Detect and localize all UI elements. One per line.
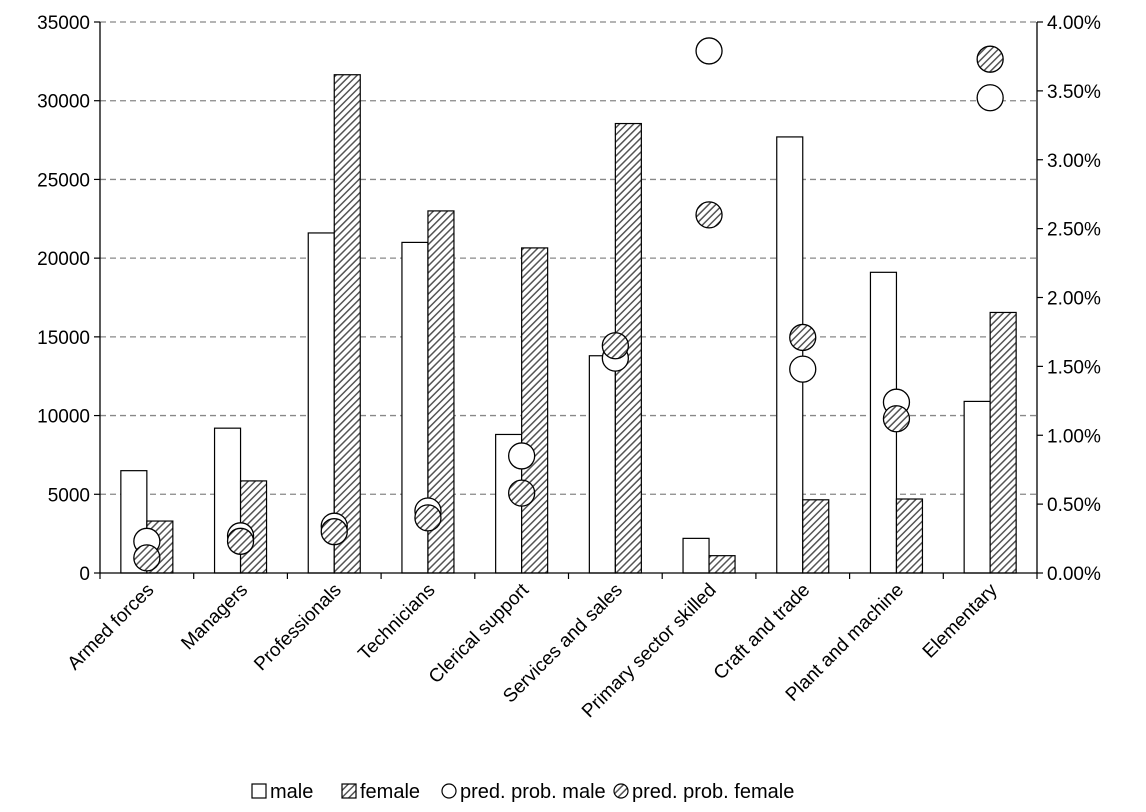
x-category-label: Armed forces <box>64 580 159 675</box>
x-category-label: Craft and trade <box>710 580 814 684</box>
legend-swatch <box>441 783 457 799</box>
bar-female <box>708 555 736 574</box>
y-left-tick-label: 15000 <box>37 328 90 349</box>
y-right-tick-label: 3.50% <box>1047 82 1101 103</box>
bar-female <box>802 499 830 574</box>
legend-swatch <box>613 783 629 799</box>
marker-pred-prob-female <box>601 332 629 360</box>
x-category-label: Clerical support <box>425 579 534 688</box>
bar-female <box>989 311 1017 574</box>
bar-male <box>682 537 710 574</box>
legend-label: male <box>270 781 313 803</box>
y-left-tick-label: 25000 <box>37 170 90 191</box>
y-right-tick-label: 2.00% <box>1047 289 1101 310</box>
legend-label: female <box>360 781 420 803</box>
axes <box>94 21 1043 579</box>
y-right-tick-label: 0.50% <box>1047 495 1101 516</box>
y-right-tick-label: 2.50% <box>1047 220 1101 241</box>
legend-swatch <box>251 783 267 799</box>
markers <box>133 37 1004 572</box>
y-left-tick-label: 30000 <box>37 92 90 113</box>
marker-pred-prob-male <box>508 442 536 470</box>
marker-pred-prob-female <box>976 45 1004 73</box>
marker-pred-prob-male <box>976 84 1004 112</box>
x-category-label: Managers <box>177 580 252 655</box>
x-category-label: Elementary <box>919 579 1002 662</box>
bar-female <box>333 74 361 574</box>
marker-pred-prob-female <box>695 201 723 229</box>
marker-pred-prob-female <box>508 479 536 507</box>
marker-pred-prob-female <box>789 323 817 352</box>
y-left-tick-label: 5000 <box>48 485 90 506</box>
marker-pred-prob-male <box>789 355 817 383</box>
y-right-tick-label: 3.00% <box>1047 151 1101 172</box>
x-category-label: Professionals <box>250 580 346 676</box>
bars <box>120 74 1017 574</box>
bar-female <box>521 247 549 574</box>
legend-swatch <box>341 783 357 799</box>
labels: 0 5000 10000 15000 20000 25000 30000 35000 0.00%… <box>37 13 1101 722</box>
y-left-tick-label: 20000 <box>37 249 90 270</box>
y-right-tick-label: 1.00% <box>1047 426 1101 447</box>
y-right-tick-label: 1.50% <box>1047 357 1101 378</box>
marker-pred-prob-female <box>133 544 161 572</box>
y-right-tick-label: 4.00% <box>1047 13 1101 34</box>
marker-pred-prob-female <box>320 518 348 546</box>
bar-female <box>895 498 924 574</box>
marker-pred-prob-female <box>882 405 911 433</box>
y-left-tick-label: 10000 <box>37 407 90 428</box>
marker-pred-prob-female <box>414 504 442 532</box>
marker-pred-prob-female <box>226 527 255 555</box>
y-left-tick-label: 35000 <box>37 13 90 34</box>
y-right-tick-label: 0.00% <box>1047 564 1101 585</box>
x-category-label: Technicians <box>354 580 439 665</box>
legend-label: pred. prob. female <box>632 781 794 803</box>
bar-male <box>963 400 991 574</box>
y-left-tick-label: 0 <box>79 564 90 585</box>
marker-pred-prob-male <box>695 37 723 65</box>
bar-male <box>588 355 616 574</box>
legend: male female pred. prob. male pred. prob. fe… <box>251 781 794 803</box>
legend-label: pred. prob. male <box>460 781 606 803</box>
bar-male <box>776 136 804 574</box>
